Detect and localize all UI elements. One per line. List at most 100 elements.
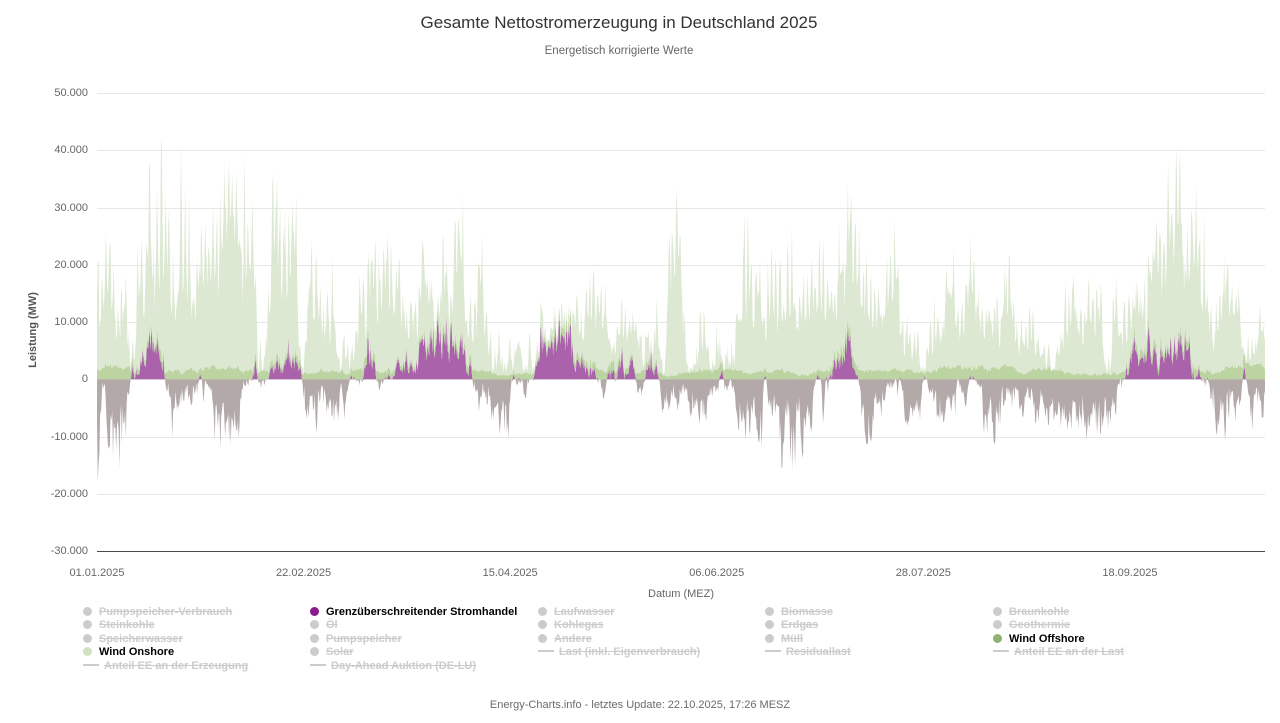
y-axis-title: Leistung (MW) bbox=[27, 292, 39, 368]
x-axis-baseline bbox=[97, 551, 1265, 552]
x-tick-label: 18.09.2025 bbox=[1102, 567, 1158, 579]
legend-dot-icon bbox=[310, 620, 319, 630]
area-stromhandel-import bbox=[97, 314, 1265, 380]
legend-dot-icon bbox=[993, 633, 1002, 643]
y-tick-label: -20.000 bbox=[50, 487, 88, 500]
legend-column: Grenzüberschreitender Stromhandel Öl Pumps… bbox=[310, 606, 517, 673]
legend-item-solar[interactable]: Solar bbox=[310, 646, 517, 659]
legend-item-label: Müll bbox=[781, 632, 803, 645]
x-tick-label: 15.04.2025 bbox=[482, 567, 538, 579]
footer-credit: Energy-Charts.info - letztes Update: 22.… bbox=[489, 699, 791, 711]
x-tick-label: 01.01.2025 bbox=[69, 567, 125, 579]
legend-item-last-inkl-eigenverbrauch[interactable]: Last (inkl. Eigenverbrauch) bbox=[538, 646, 700, 659]
legend-dot-icon bbox=[538, 633, 547, 643]
legend-item-laufwasser[interactable]: Laufwasser bbox=[538, 606, 700, 619]
legend-item-andere[interactable]: Andere bbox=[538, 633, 700, 646]
legend-item-label: Anteil EE an der Last bbox=[1014, 646, 1125, 659]
legend-item-label: Wind Onshore bbox=[99, 646, 175, 659]
y-tick-label: 20.000 bbox=[54, 258, 88, 271]
y-tick-label: 10.000 bbox=[54, 316, 88, 328]
legend-dot-icon bbox=[993, 620, 1002, 630]
legend-dot-icon bbox=[765, 633, 774, 643]
legend-column: Laufwasser Kohlegas Andere Last (inkl. Eige… bbox=[538, 606, 700, 660]
legend-dot-icon bbox=[83, 620, 92, 630]
legend-item-label: Pumpspeicher-Verbrauch bbox=[99, 606, 233, 618]
legend-item-pumpspeicher[interactable]: Pumpspeicher bbox=[310, 633, 517, 646]
legend-item-öl[interactable]: Öl bbox=[310, 619, 517, 632]
legend-item-grenzüberschreitender-stromhandel[interactable]: Grenzüberschreitender Stromhandel bbox=[310, 606, 517, 619]
legend-dot-icon bbox=[83, 647, 92, 657]
area-stromhandel-export bbox=[97, 379, 1265, 482]
legend-column: Braunkohle Geothermie Wind Offshore Anteil … bbox=[993, 606, 1124, 660]
y-tick-label: -30.000 bbox=[50, 545, 88, 557]
legend-dot-icon bbox=[765, 607, 774, 616]
legend-line-icon bbox=[538, 650, 554, 653]
legend-item-residuallast[interactable]: Residuallast bbox=[765, 646, 851, 659]
legend-dot-icon bbox=[538, 607, 547, 616]
area-wind-offshore bbox=[97, 307, 1265, 380]
legend-item-kohlegas[interactable]: Kohlegas bbox=[538, 619, 700, 632]
legend-item-wind-onshore[interactable]: Wind Onshore bbox=[83, 646, 248, 659]
legend-item-pumpspeicher-verbrauch[interactable]: Pumpspeicher-Verbrauch bbox=[83, 606, 248, 619]
legend-item-label: Pumpspeicher bbox=[326, 632, 402, 645]
legend-item-label: Geothermie bbox=[1009, 619, 1071, 632]
chart-subtitle: Energetisch korrigierte Werte bbox=[544, 45, 694, 57]
legend-item-braunkohle[interactable]: Braunkohle bbox=[993, 606, 1124, 619]
legend-line-icon bbox=[765, 650, 781, 653]
legend-dot-icon bbox=[765, 620, 774, 630]
legend-item-label: Grenzüberschreitender Stromhandel bbox=[326, 606, 518, 618]
legend-item-label: Anteil EE an der Erzeugung bbox=[104, 659, 249, 672]
legend-item-müll[interactable]: Müll bbox=[765, 633, 851, 646]
legend-item-label: Wind Offshore bbox=[1009, 632, 1085, 645]
legend-line-icon bbox=[993, 650, 1009, 653]
legend-dot-icon bbox=[310, 633, 319, 643]
area-wind-onshore bbox=[97, 139, 1265, 377]
legend-item-label: Biomasse bbox=[781, 606, 833, 618]
legend-column: Pumpspeicher-Verbrauch Steinkohle Speicher… bbox=[83, 606, 248, 673]
legend-item-label: Day-Ahead Auktion (DE-LU) bbox=[331, 659, 477, 672]
chart-title: Gesamte Nettostromerzeugung in Deutschla… bbox=[420, 13, 818, 32]
legend-dot-icon bbox=[83, 607, 92, 616]
legend-dot-icon bbox=[83, 633, 92, 643]
y-tick-label: 50.000 bbox=[54, 87, 88, 99]
legend-item-label: Speicherwasser bbox=[99, 632, 183, 645]
gridline bbox=[97, 93, 1265, 94]
x-tick-label: 06.06.2025 bbox=[689, 567, 745, 579]
legend-item-day-ahead-auktion-de-lu[interactable]: Day-Ahead Auktion (DE-LU) bbox=[310, 660, 517, 673]
y-tick-label: 40.000 bbox=[54, 144, 88, 157]
gridline bbox=[97, 207, 1265, 209]
legend-item-label: Steinkohle bbox=[99, 619, 155, 632]
legend-item-label: Solar bbox=[326, 646, 354, 659]
legend-item-label: Öl bbox=[326, 619, 338, 632]
legend-line-icon bbox=[310, 663, 326, 666]
legend-item-wind-offshore[interactable]: Wind Offshore bbox=[993, 633, 1124, 646]
legend-line-icon bbox=[83, 663, 99, 666]
legend-item-label: Kohlegas bbox=[554, 619, 604, 632]
y-tick-label: -10.000 bbox=[50, 430, 88, 443]
legend-item-anteil-ee-an-der-erzeugung[interactable]: Anteil EE an der Erzeugung bbox=[83, 660, 248, 673]
legend-dot-icon bbox=[538, 620, 547, 630]
legend-item-biomasse[interactable]: Biomasse bbox=[765, 606, 851, 619]
legend-column: Biomasse Erdgas Müll Residuallast bbox=[765, 606, 851, 660]
gridline bbox=[97, 150, 1265, 152]
legend-item-speicherwasser[interactable]: Speicherwasser bbox=[83, 633, 248, 646]
legend-dot-icon bbox=[310, 607, 319, 616]
x-tick-label: 28.07.2025 bbox=[895, 567, 951, 579]
legend-dot-icon bbox=[993, 607, 1002, 616]
legend-item-label: Laufwasser bbox=[554, 606, 615, 618]
legend-item-erdgas[interactable]: Erdgas bbox=[765, 619, 851, 632]
plot-area[interactable] bbox=[97, 93, 1265, 551]
legend-item-anteil-ee-an-der-last[interactable]: Anteil EE an der Last bbox=[993, 646, 1124, 659]
legend-item-label: Andere bbox=[554, 632, 592, 645]
y-tick-label: 30.000 bbox=[54, 201, 88, 214]
gridline bbox=[97, 493, 1265, 495]
legend-item-label: Braunkohle bbox=[1009, 606, 1070, 618]
x-axis-title: Datum (MEZ) bbox=[648, 588, 714, 600]
legend-dot-icon bbox=[310, 647, 319, 657]
legend-item-label: Erdgas bbox=[781, 619, 819, 632]
legend-item-geothermie[interactable]: Geothermie bbox=[993, 619, 1124, 632]
y-tick-label: 0 bbox=[81, 373, 88, 386]
legend-item-label: Residuallast bbox=[786, 646, 851, 659]
legend-item-label: Last (inkl. Eigenverbrauch) bbox=[559, 646, 701, 659]
legend-item-steinkohle[interactable]: Steinkohle bbox=[83, 619, 248, 632]
